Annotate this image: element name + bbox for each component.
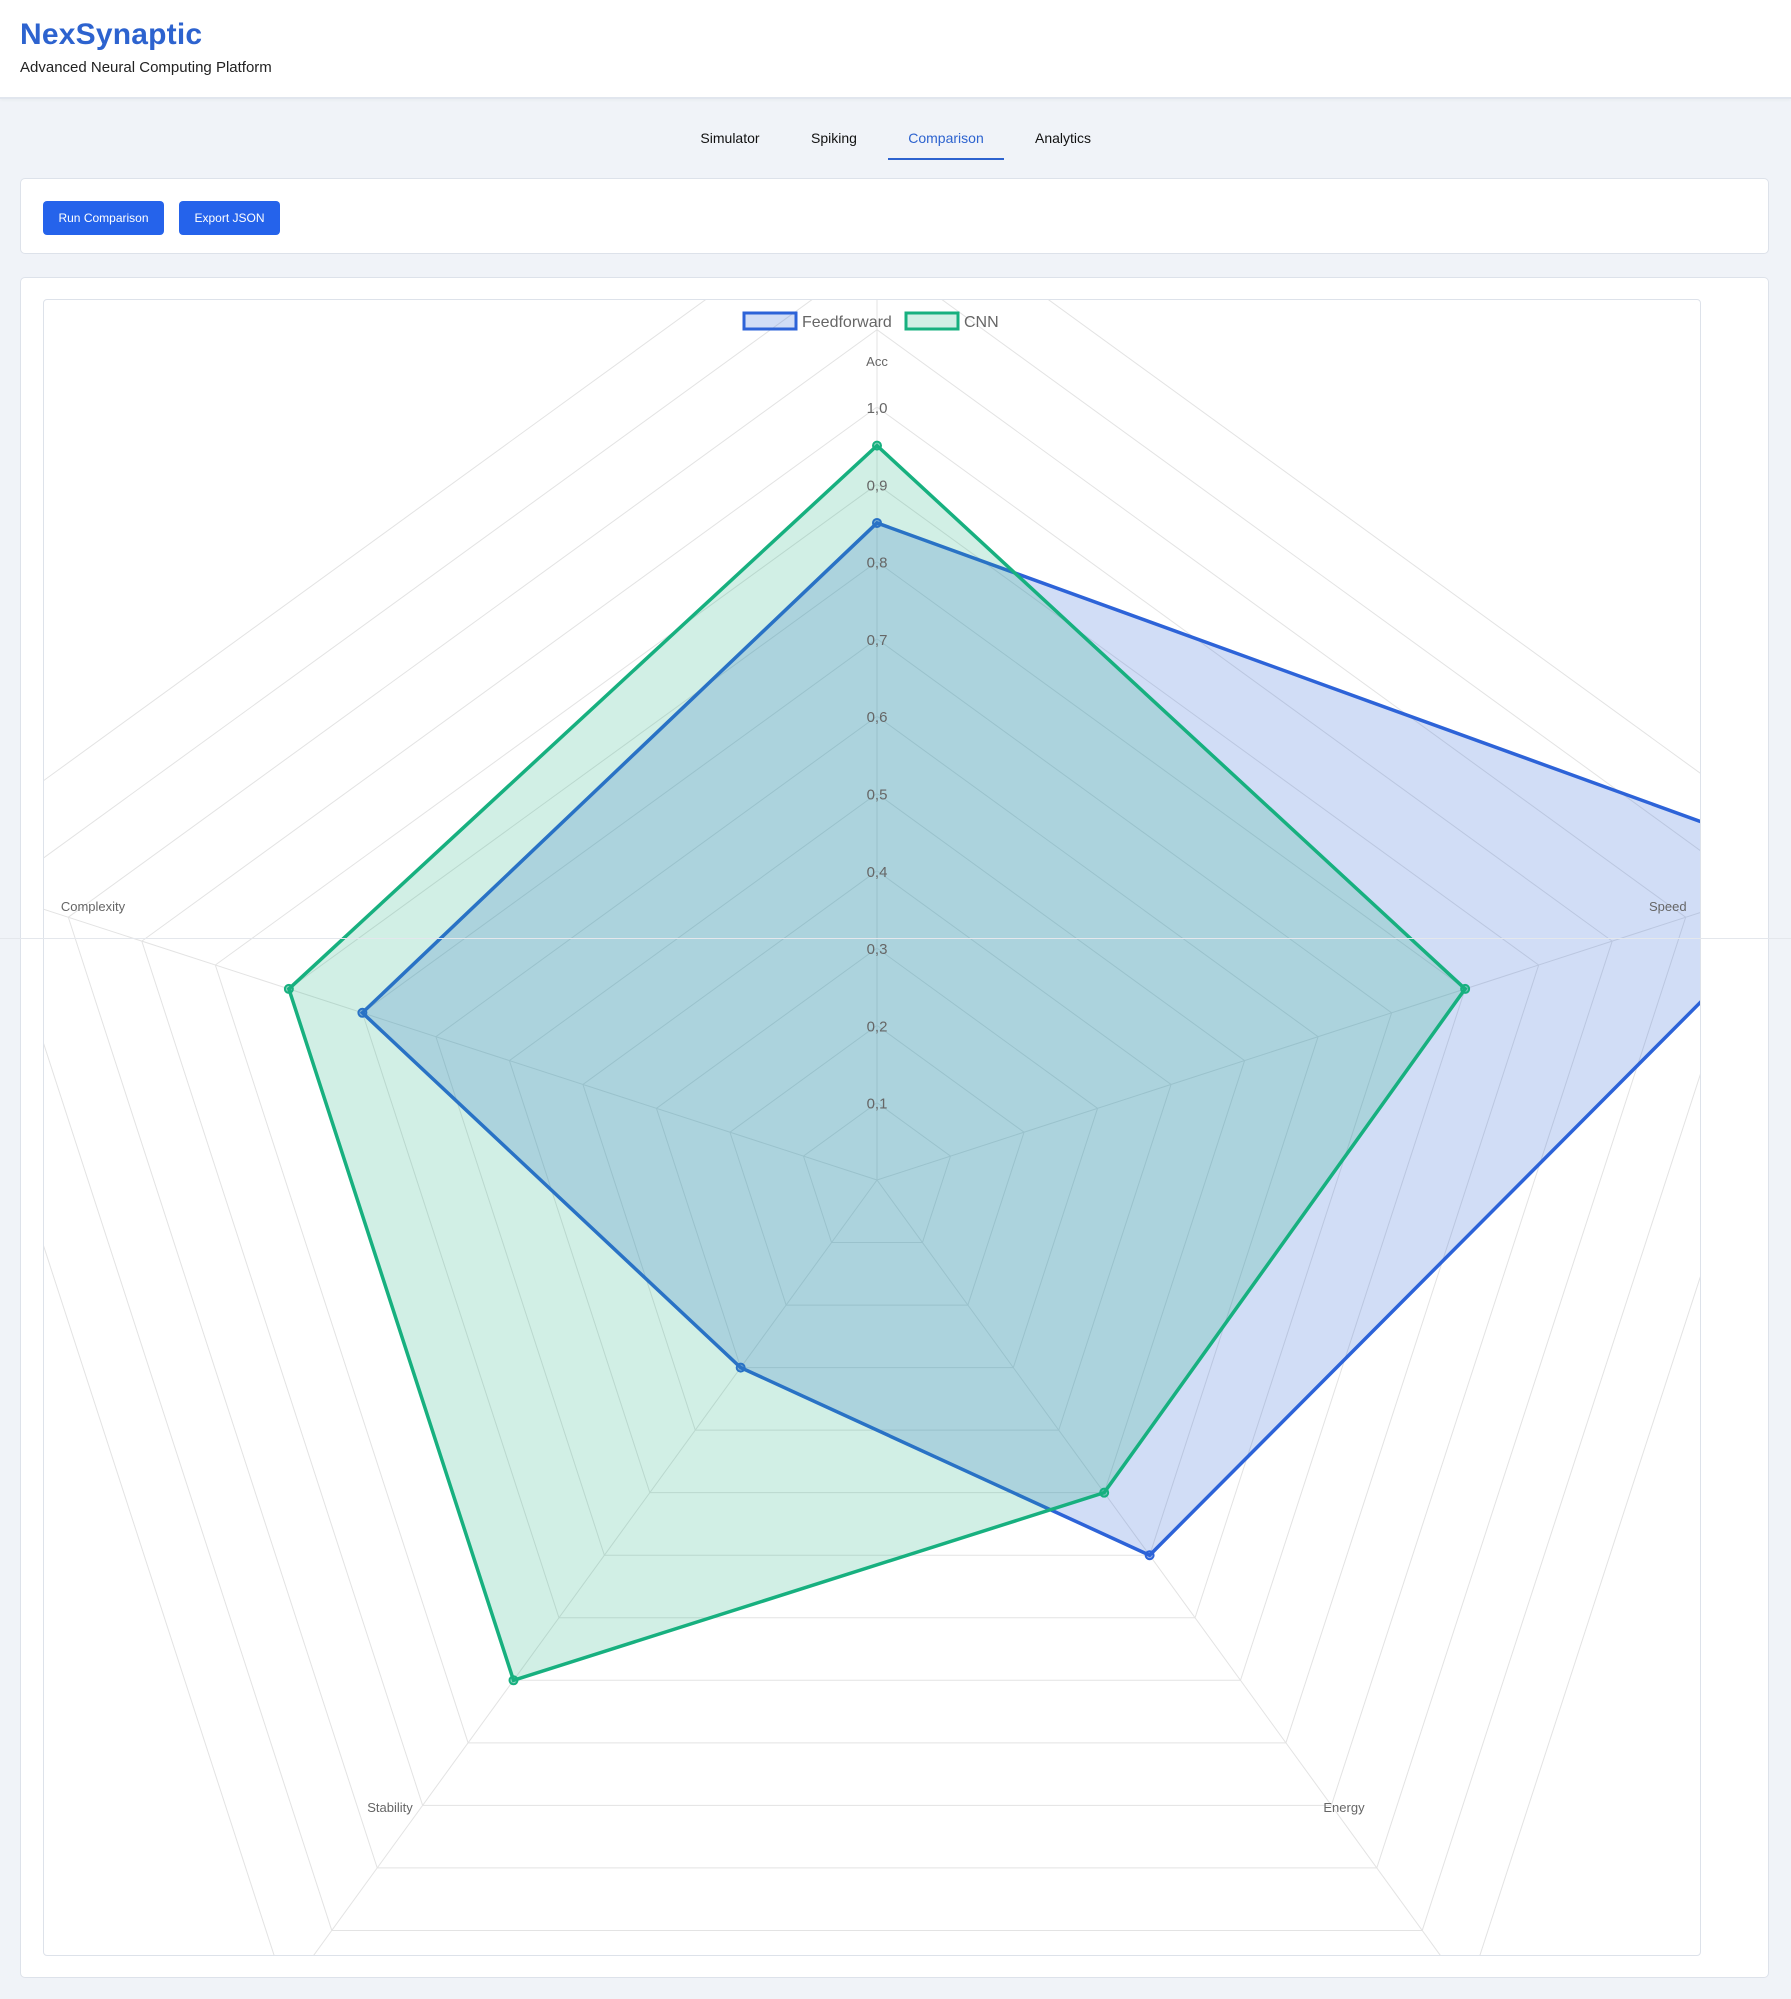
grid-spoke [44, 908, 878, 1181]
grid-ring [67, 329, 1687, 1869]
point-cnn-speed [1460, 983, 1471, 994]
tab-spiking[interactable]: Spiking [811, 130, 857, 146]
grid-ring [435, 715, 1319, 1556]
r-tick-label: 0,3 [867, 941, 888, 958]
grid-ring [729, 1024, 1025, 1306]
r-tick-label: 0,7 [867, 632, 888, 649]
grid-spoke [313, 1179, 878, 1955]
grid-ring [361, 638, 1393, 1619]
grid-ring [214, 483, 1540, 1744]
comparison-toolbar: Run Comparison Export JSON [20, 178, 1769, 254]
divider-line [0, 938, 1791, 939]
r-tick-label: 0,1 [867, 1096, 888, 1113]
point-feedforward-complexity [357, 1007, 368, 1018]
chart-panel: 0,1 0,2 0,3 0,4 0,5 0,6 0,7 0,8 0,9 1,0 Acc Speed En… [20, 277, 1769, 1978]
grid-ring [508, 792, 1246, 1494]
point-cnn-acc [872, 440, 882, 451]
grid-ring [44, 300, 1700, 1931]
run-comparison-button[interactable]: Run Comparison [43, 201, 164, 235]
axis-label-energy: Energy [1323, 1800, 1365, 1815]
radar-chart: 0,1 0,2 0,3 0,4 0,5 0,6 0,7 0,8 0,9 1,0 Acc Speed En… [44, 300, 1700, 1955]
grid-ring [655, 947, 1099, 1369]
r-tick-label: 0,8 [867, 555, 888, 572]
r-tick-label: 0,4 [867, 864, 888, 881]
tab-bar: Simulator Spiking Comparison Analytics [0, 118, 1791, 160]
point-feedforward-stability [735, 1362, 746, 1373]
app-title: NexSynaptic [20, 18, 203, 51]
legend-label-cnn: CNN [964, 314, 999, 331]
grid-ring [141, 406, 1613, 1806]
axis-label-speed: Speed [1649, 899, 1687, 914]
point-cnn-complexity [283, 983, 294, 994]
grid-spoke [876, 1179, 1441, 1955]
export-json-button[interactable]: Export JSON [179, 201, 280, 235]
grid-ring [288, 560, 1466, 1681]
r-tick-label: 0,9 [867, 477, 888, 494]
tab-comparison[interactable]: Comparison [888, 118, 1004, 160]
chart-frame: 0,1 0,2 0,3 0,4 0,5 0,6 0,7 0,8 0,9 1,0 Acc Speed En… [43, 299, 1701, 1956]
series-cnn-area [286, 443, 1468, 1683]
tab-simulator[interactable]: Simulator [700, 130, 760, 146]
app-subtitle: Advanced Neural Computing Platform [20, 59, 272, 76]
r-tick-label: 0,6 [867, 709, 888, 726]
grid-ring [802, 1102, 952, 1244]
point-feedforward-energy [1144, 1550, 1155, 1561]
point-feedforward-acc [872, 517, 882, 528]
r-tick-label: 0,5 [867, 787, 888, 804]
r-tick-label: 1,0 [867, 400, 888, 417]
tab-analytics[interactable]: Analytics [1034, 130, 1092, 146]
axis-label-complexity: Complexity [61, 899, 126, 914]
legend-label-feedforward: Feedforward [802, 314, 892, 331]
axis-label-stability: Stability [367, 1800, 413, 1815]
point-cnn-energy [1099, 1487, 1110, 1498]
point-cnn-stability [508, 1675, 519, 1686]
grid-spoke [876, 912, 1700, 1181]
r-tick-label: 0,2 [867, 1018, 888, 1035]
app-header: NexSynaptic Advanced Neural Computing Pl… [0, 0, 1791, 99]
axis-label-acc: Acc [866, 354, 888, 369]
legend-swatch-feedforward [742, 311, 798, 331]
legend-swatch-cnn [904, 311, 960, 331]
grid-ring [44, 300, 1700, 1955]
series-feedforward-area [359, 520, 1700, 1558]
